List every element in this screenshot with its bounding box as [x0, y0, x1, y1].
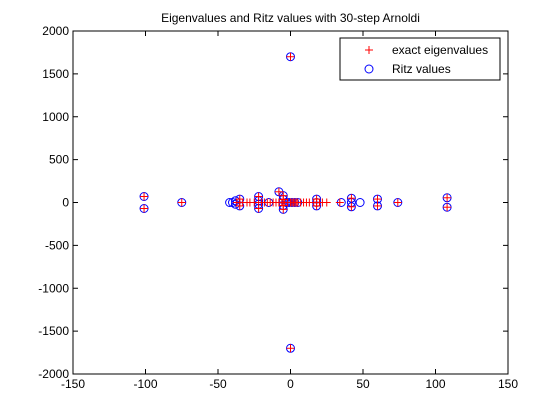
eigenvalue-point — [347, 202, 356, 211]
y-tick-label: -2000 — [38, 367, 69, 381]
y-tick-label: 1500 — [42, 67, 69, 81]
y-tick-label: -1500 — [38, 324, 69, 338]
eigenvalue-point — [254, 204, 263, 213]
eigenvalue-point — [373, 195, 382, 204]
eigenvalue-point — [443, 193, 452, 202]
series-exact-eigenvalues — [140, 52, 452, 353]
y-tick-label: -1000 — [38, 281, 69, 295]
eigenvalue-point — [373, 201, 382, 210]
x-tick-label: 150 — [498, 377, 518, 391]
y-tick-label: 2000 — [42, 24, 69, 38]
eigenvalue-point — [274, 187, 283, 196]
eigenvalue-point — [347, 194, 356, 203]
eigenvalue-point — [235, 201, 244, 210]
x-axis: -150 -100 -50 0 50 100 150 — [61, 31, 518, 391]
x-tick-label: -150 — [61, 377, 85, 391]
eigenvalue-point — [254, 192, 263, 201]
legend-box — [339, 37, 501, 81]
eigenvalue-point — [140, 204, 149, 213]
eigenvalue-point — [393, 198, 402, 207]
eigenvalue-point — [279, 201, 288, 210]
eigenvalue-point — [286, 344, 295, 353]
eigenvalue-point — [312, 201, 321, 210]
legend-item: Ritz values — [364, 62, 451, 76]
chart-title: Eigenvalues and Ritz values with 30-step… — [161, 11, 420, 25]
eigenvalue-point — [286, 52, 295, 61]
x-tick-label: 0 — [287, 377, 294, 391]
legend-label: Ritz values — [392, 62, 451, 76]
x-tick-label: 50 — [356, 377, 370, 391]
plot-area — [139, 52, 452, 353]
legend-item: exact eigenvalues — [365, 43, 488, 57]
legend-label: exact eigenvalues — [392, 43, 488, 57]
legend: exact eigenvalues Ritz values — [339, 37, 501, 81]
x-tick-label: -50 — [209, 377, 227, 391]
eigenvalue-point — [335, 198, 344, 207]
eigenvalue-point — [235, 195, 244, 204]
eigenvalue-point — [322, 198, 331, 207]
eigenvalue-point — [140, 192, 149, 201]
y-tick-label: 500 — [49, 153, 69, 167]
eigenvalue-point — [177, 198, 186, 207]
x-tick-label: 100 — [425, 377, 445, 391]
y-axis: -2000 -1500 -1000 -500 0 500 1000 1500 2000 — [38, 24, 508, 381]
y-tick-label: 1000 — [42, 110, 69, 124]
y-tick-label: -500 — [45, 238, 69, 252]
eigenvalue-point — [443, 203, 452, 212]
eigenvalue-point — [312, 195, 321, 204]
legend-marker — [364, 64, 374, 74]
y-tick-label: 0 — [62, 196, 69, 210]
x-tick-label: -100 — [133, 377, 157, 391]
ritz-point — [355, 198, 365, 207]
legend-marker — [365, 46, 373, 54]
